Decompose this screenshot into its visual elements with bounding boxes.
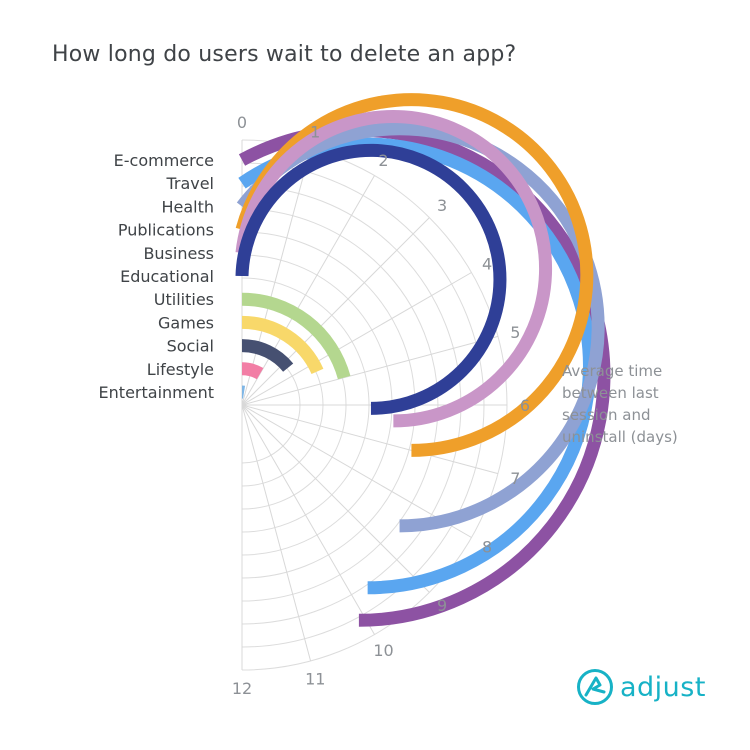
category-label: Travel xyxy=(165,174,214,193)
grid-spoke xyxy=(241,404,499,475)
tick-label: 9 xyxy=(437,596,447,615)
grid-spoke xyxy=(241,404,375,635)
grid-spoke xyxy=(241,148,312,406)
tick-label: 6 xyxy=(520,396,530,415)
tick-label: 4 xyxy=(482,255,492,274)
axis-label-line: between last xyxy=(562,384,659,402)
grid-spoke xyxy=(241,404,430,593)
adjust-logo: adjust xyxy=(576,668,706,706)
tick-label: 2 xyxy=(378,151,388,170)
category-labels: E-commerce Travel Health Publications Busine… xyxy=(99,151,214,402)
chart-title: How long do users wait to delete an app? xyxy=(52,42,517,67)
category-label: Educational xyxy=(120,267,214,286)
axis-label-line: session and xyxy=(562,406,651,424)
bar-publications xyxy=(235,93,594,457)
category-label: Entertainment xyxy=(99,383,214,402)
bars xyxy=(235,93,611,627)
category-label: Utilities xyxy=(154,290,214,309)
tick-label: 0 xyxy=(237,113,247,132)
bar-educational xyxy=(235,143,507,415)
axis-label-line: Average time xyxy=(562,362,662,380)
tick-label: 5 xyxy=(510,323,520,342)
tick-label: 12 xyxy=(232,679,252,698)
tick-label: 10 xyxy=(373,641,393,660)
adjust-logo-text: adjust xyxy=(620,671,706,703)
category-label: Publications xyxy=(118,221,214,240)
bar-utilities xyxy=(241,292,351,380)
axis-label: Average time between last session and unins… xyxy=(562,362,678,446)
category-label: Social xyxy=(167,337,214,356)
bar-lifestyle xyxy=(241,362,264,380)
category-label: Games xyxy=(158,313,214,332)
bar-games xyxy=(241,315,324,375)
category-label: Health xyxy=(161,197,214,216)
tick-label: 7 xyxy=(510,469,520,488)
category-label: E-commerce xyxy=(114,151,214,170)
grid-spoke xyxy=(241,404,472,538)
bar-business xyxy=(235,110,552,428)
tick-label: 8 xyxy=(482,538,492,557)
adjust-logo-icon xyxy=(577,669,613,705)
grid-spoke xyxy=(241,272,472,406)
grid-spoke xyxy=(241,217,430,406)
grid-spoke xyxy=(241,335,499,406)
tick-label: 1 xyxy=(310,123,320,142)
axis-label-line: uninstall (days) xyxy=(562,428,678,446)
category-label: Lifestyle xyxy=(147,360,214,379)
category-label: Business xyxy=(143,244,214,263)
tick-label: 11 xyxy=(305,669,325,688)
grid-spoke xyxy=(241,175,375,406)
grid-spoke xyxy=(241,404,312,662)
tick-label: 3 xyxy=(437,196,447,215)
bar-social xyxy=(241,339,294,372)
